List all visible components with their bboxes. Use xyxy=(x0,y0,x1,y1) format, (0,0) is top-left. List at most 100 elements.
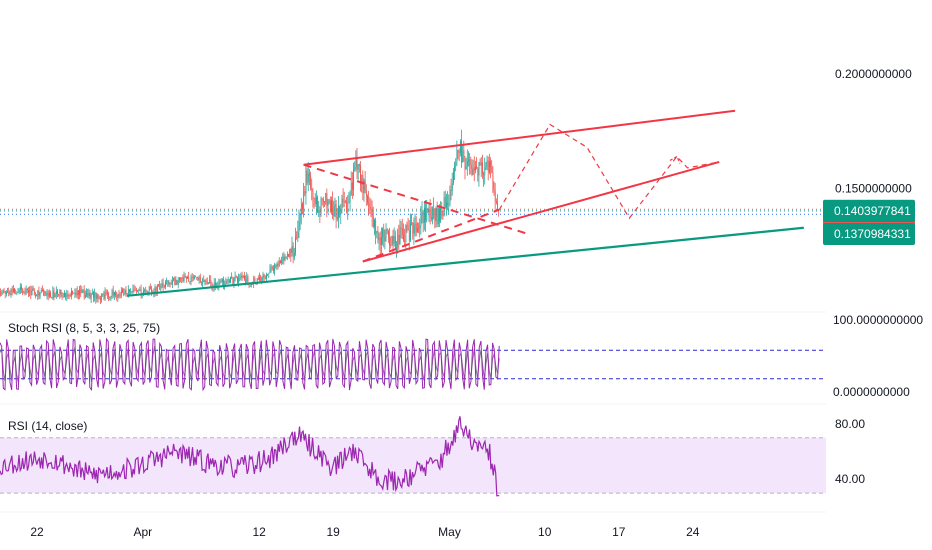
candle-body xyxy=(425,207,427,221)
candle xyxy=(357,163,359,181)
candle-body xyxy=(59,289,61,295)
candle-body xyxy=(58,293,60,295)
candle-body xyxy=(136,290,137,291)
candle xyxy=(479,158,481,166)
candle-body xyxy=(385,229,387,238)
candle xyxy=(266,272,267,282)
candle-body xyxy=(125,289,127,294)
candle-body xyxy=(130,291,132,293)
candle xyxy=(36,294,38,297)
rsi-pane: RSI (14, close) xyxy=(0,416,826,497)
candle-body xyxy=(418,227,420,229)
candle-body xyxy=(143,290,144,294)
candle xyxy=(39,292,41,300)
candle xyxy=(46,289,48,300)
candle xyxy=(477,167,479,182)
candle xyxy=(58,293,60,297)
candle xyxy=(368,190,370,216)
candle xyxy=(290,247,292,263)
candle-body xyxy=(147,291,149,293)
candle xyxy=(399,219,401,246)
candle xyxy=(17,288,19,294)
candle xyxy=(194,274,195,280)
candle-body xyxy=(434,208,436,221)
candle xyxy=(299,212,301,231)
candle-body xyxy=(79,289,81,295)
candle xyxy=(486,155,488,171)
candle-body xyxy=(14,288,16,293)
candle-body xyxy=(282,256,284,262)
candle xyxy=(101,293,103,303)
time-axis-label: 24 xyxy=(686,525,700,539)
candle xyxy=(349,190,351,212)
candle-body xyxy=(158,284,159,286)
candle-body xyxy=(164,286,165,288)
candle xyxy=(210,275,212,288)
candle xyxy=(340,203,342,225)
candle xyxy=(363,178,365,202)
candle xyxy=(53,287,55,301)
candle-body xyxy=(375,220,377,234)
candle xyxy=(432,206,433,225)
candle xyxy=(259,272,261,283)
candle-body xyxy=(182,277,184,281)
candle-body xyxy=(144,290,146,291)
candle xyxy=(317,195,319,214)
candle xyxy=(344,199,346,204)
candle-body xyxy=(108,294,110,298)
candle xyxy=(122,287,124,293)
candle-body xyxy=(241,275,243,278)
candle xyxy=(29,286,31,297)
candle xyxy=(278,257,280,268)
candle-body xyxy=(67,294,69,296)
candle-body xyxy=(325,193,327,203)
candle xyxy=(327,198,329,214)
candle-body xyxy=(109,297,111,298)
candle xyxy=(404,228,406,247)
candle-body xyxy=(51,296,53,299)
candle xyxy=(109,296,111,301)
candle xyxy=(497,194,499,211)
candle-body xyxy=(206,281,208,284)
candle-body xyxy=(284,257,286,261)
dashed-triangle-line xyxy=(362,208,500,263)
candle-body xyxy=(83,289,85,298)
candle xyxy=(106,289,108,300)
time-axis-label: 12 xyxy=(252,525,266,539)
candle-body xyxy=(267,274,269,275)
candle xyxy=(35,291,36,299)
candle xyxy=(378,232,380,251)
candle-body xyxy=(448,203,450,205)
candle xyxy=(108,291,110,302)
candle xyxy=(415,216,417,237)
candle xyxy=(131,290,133,294)
candle xyxy=(466,149,468,176)
candle-body xyxy=(451,183,453,191)
candle-body xyxy=(441,207,443,216)
candle-body xyxy=(238,277,240,283)
candle-body xyxy=(9,294,11,295)
candle xyxy=(336,207,338,222)
candle-body xyxy=(345,201,346,203)
candle-body xyxy=(129,289,130,292)
candle-body xyxy=(396,247,398,249)
candle xyxy=(322,196,324,208)
candle-body xyxy=(316,197,317,205)
candle xyxy=(12,284,14,294)
candle xyxy=(481,154,483,179)
candle-body xyxy=(429,209,431,217)
candle xyxy=(226,278,228,285)
candle xyxy=(401,218,403,240)
candle xyxy=(338,196,339,229)
candle xyxy=(25,285,27,296)
candle xyxy=(271,265,273,271)
candle-body xyxy=(104,291,106,299)
candle-body xyxy=(362,175,364,194)
candle xyxy=(225,277,227,286)
candle xyxy=(165,280,166,290)
candle-body xyxy=(166,280,168,282)
candle-body xyxy=(485,162,487,168)
candle-body xyxy=(76,290,78,296)
candle-body xyxy=(18,290,20,293)
